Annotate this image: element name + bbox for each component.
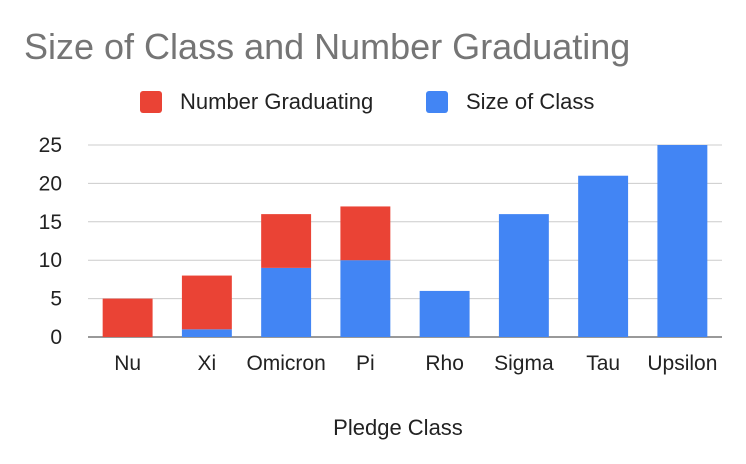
legend-label-number-graduating: Number Graduating [180,89,374,114]
bar-number-graduating [181,275,232,330]
chart-title: Size of Class and Number Graduating [24,26,631,67]
x-tick-label: Omicron [246,352,325,375]
legend-swatch-number-graduating [140,91,162,113]
bar-number-graduating [102,298,153,337]
x-tick-label: Sigma [494,352,554,375]
bar-number-graduating [340,206,391,261]
y-tick-label: 25 [39,134,62,157]
bar-size-of-class [657,145,708,337]
legend-label-size-of-class: Size of Class [466,89,595,114]
bar-size-of-class [578,175,629,337]
bar-size-of-class [181,329,232,337]
x-tick-label: Xi [198,352,217,375]
legend-swatch-size-of-class [426,91,448,113]
y-tick-label: 0 [50,326,62,349]
x-tick-label: Tau [586,352,620,375]
y-tick-label: 20 [39,172,62,195]
y-tick-label: 10 [39,249,62,272]
y-tick-label: 5 [50,288,62,311]
bar-size-of-class [261,267,312,337]
bar-size-of-class [498,214,549,337]
y-tick-label: 15 [39,211,62,234]
bar-size-of-class [419,290,470,337]
x-tick-label: Pi [356,352,375,375]
x-tick-label: Rho [425,352,464,375]
x-tick-label: Upsilon [647,352,717,375]
x-axis-title: Pledge Class [333,415,463,440]
bar-size-of-class [340,260,391,337]
bar-number-graduating [261,214,312,268]
x-tick-label: Nu [114,352,141,375]
legend: Number Graduating Size of Class [0,88,746,114]
